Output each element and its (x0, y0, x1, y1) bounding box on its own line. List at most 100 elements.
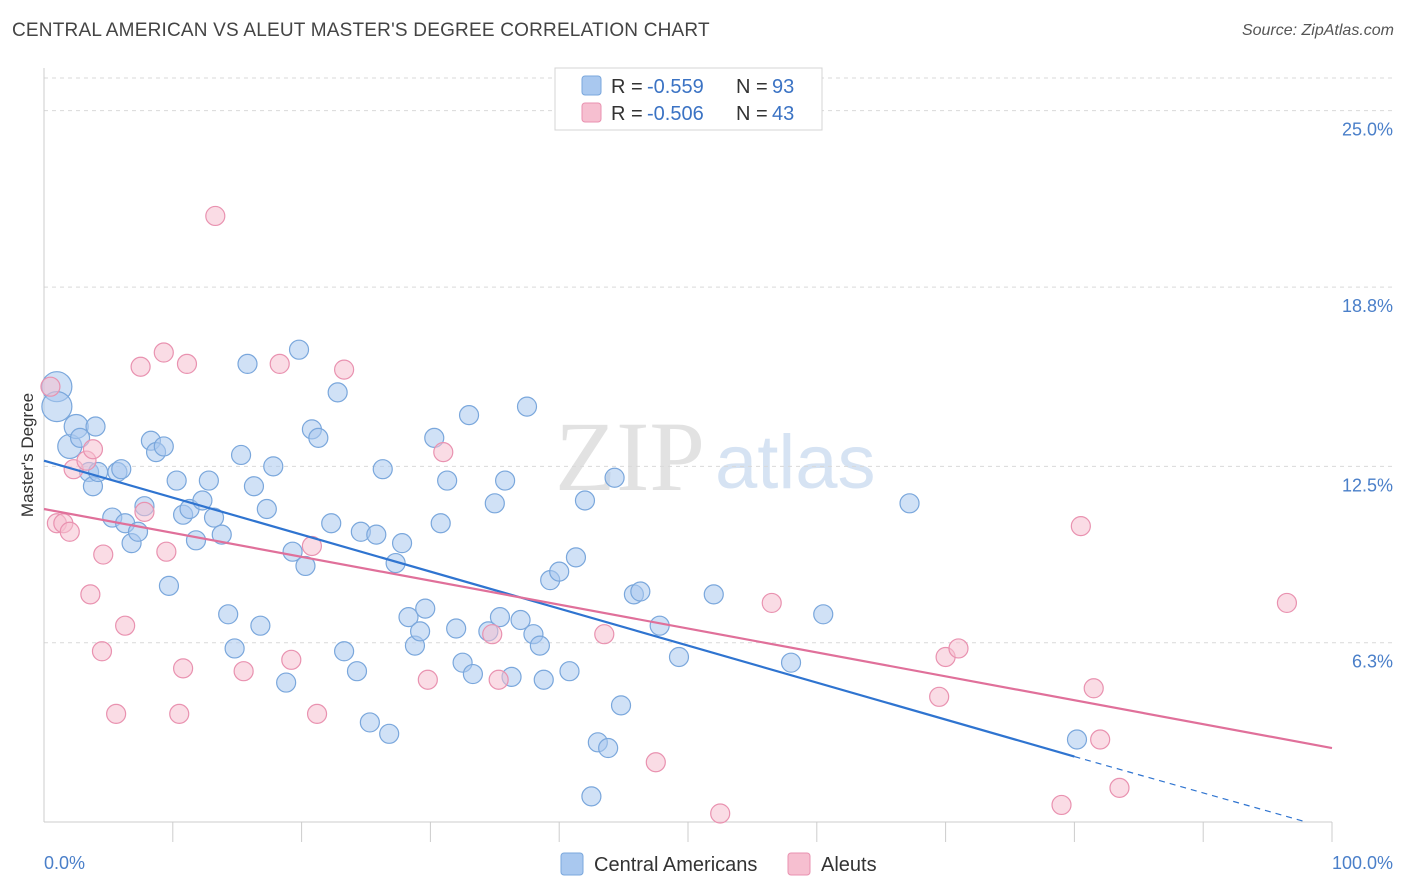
point-aleuts (417, 669, 438, 690)
point-central-americans (458, 405, 480, 426)
point-central-americans (430, 513, 451, 534)
point-aleuts (80, 584, 101, 605)
point-central-americans (649, 615, 670, 636)
x-tick-labels: 0.0% 100.0% (44, 853, 1393, 873)
point-central-americans (510, 609, 531, 631)
series-legend-label-central-americans: Central Americans (594, 854, 757, 876)
point-aleuts (115, 615, 136, 636)
point-central-americans (346, 661, 368, 682)
point-aleuts (205, 205, 226, 227)
series-legend-label-aleuts: Aleuts (821, 854, 877, 876)
point-central-americans (203, 507, 225, 528)
y-tick-label: 6.3% (1352, 652, 1393, 672)
point-central-americans (610, 695, 632, 716)
point-aleuts (1090, 729, 1111, 750)
point-aleuts (233, 661, 254, 682)
series-legend: Central Americans Aleuts (560, 852, 877, 876)
point-central-americans (372, 459, 393, 480)
point-central-americans (703, 584, 724, 605)
point-central-americans (198, 470, 219, 491)
point-central-americans (484, 493, 505, 514)
watermark-atlas: atlas (715, 420, 876, 505)
point-aleuts (106, 703, 127, 724)
point-central-americans (308, 427, 329, 448)
legend-n-label-pink: N = (736, 103, 773, 125)
point-central-americans (668, 646, 690, 668)
point-aleuts (929, 686, 950, 707)
stats-legend: R = -0.559 N = 93 R = -0.506 N = 43 (554, 67, 823, 131)
point-aleuts (91, 641, 113, 662)
point-central-americans (185, 530, 207, 551)
point-aleuts (134, 501, 155, 522)
x-ticks (172, 822, 1333, 842)
point-aleuts (176, 353, 198, 375)
point-central-americans (1066, 729, 1088, 750)
point-central-americans (41, 390, 73, 423)
point-aleuts (645, 752, 666, 773)
point-central-americans (899, 493, 920, 514)
point-central-americans (166, 470, 187, 491)
legend-r-label-pink: R = (611, 103, 648, 125)
scatter-points (40, 205, 1298, 824)
legend-n-value-blue: 93 (772, 76, 794, 98)
point-central-americans (276, 672, 297, 693)
point-aleuts (306, 703, 328, 724)
x-tick-label: 100.0% (1332, 853, 1393, 873)
point-central-americans (366, 524, 387, 545)
point-central-americans (334, 641, 355, 662)
x-tick-label: 0.0% (44, 853, 85, 873)
point-central-americans (446, 618, 467, 639)
point-aleuts (1051, 794, 1072, 816)
point-central-americans (256, 498, 277, 520)
point-central-americans (398, 607, 419, 628)
legend-r-value-blue: -0.559 (647, 76, 704, 98)
point-central-americans (385, 552, 406, 574)
point-aleuts (281, 649, 302, 670)
point-aleuts (334, 359, 355, 380)
point-aleuts (130, 356, 151, 377)
chart-source: Source: ZipAtlas.com (1241, 22, 1394, 39)
point-aleuts (1109, 777, 1130, 798)
y-axis-title: Master's Degree (18, 393, 37, 517)
point-aleuts (173, 658, 194, 679)
trend-line-central-americans-extension (1074, 755, 1307, 823)
point-central-americans (391, 533, 413, 554)
trend-lines (43, 459, 1333, 823)
legend-n-label-blue: N = (736, 76, 773, 98)
point-aleuts (433, 442, 454, 463)
legend-swatch-blue (581, 75, 602, 96)
point-central-americans (327, 382, 348, 403)
point-central-americans (85, 416, 106, 437)
y-tick-label: 12.5% (1342, 475, 1393, 495)
y-tick-label: 25.0% (1342, 120, 1393, 140)
point-aleuts (594, 624, 615, 645)
legend-swatch-pink (581, 102, 602, 123)
point-central-americans (529, 635, 550, 656)
point-central-americans (489, 607, 511, 628)
point-central-americans (409, 621, 431, 642)
y-tick-labels: 6.3% 12.5% 18.8% 25.0% (1342, 120, 1393, 672)
point-central-americans (549, 561, 570, 582)
point-central-americans (69, 427, 91, 448)
point-aleuts (761, 592, 782, 614)
point-central-americans (415, 598, 436, 619)
point-aleuts (482, 624, 503, 645)
point-central-americans (533, 669, 554, 690)
point-central-americans (581, 786, 602, 807)
trend-line-central-americans (43, 459, 1075, 758)
point-central-americans (559, 661, 580, 682)
point-central-americans (630, 581, 651, 602)
point-aleuts (169, 703, 190, 724)
point-central-americans (288, 339, 310, 360)
point-aleuts (710, 803, 731, 824)
point-aleuts (1276, 592, 1298, 614)
point-aleuts (59, 521, 80, 542)
point-central-americans (604, 467, 625, 488)
point-aleuts (82, 439, 104, 460)
point-aleuts (156, 541, 177, 562)
point-central-americans (379, 723, 400, 744)
point-central-americans (158, 575, 180, 596)
point-central-americans (495, 470, 516, 491)
point-aleuts (488, 669, 509, 690)
point-aleuts (153, 342, 174, 363)
